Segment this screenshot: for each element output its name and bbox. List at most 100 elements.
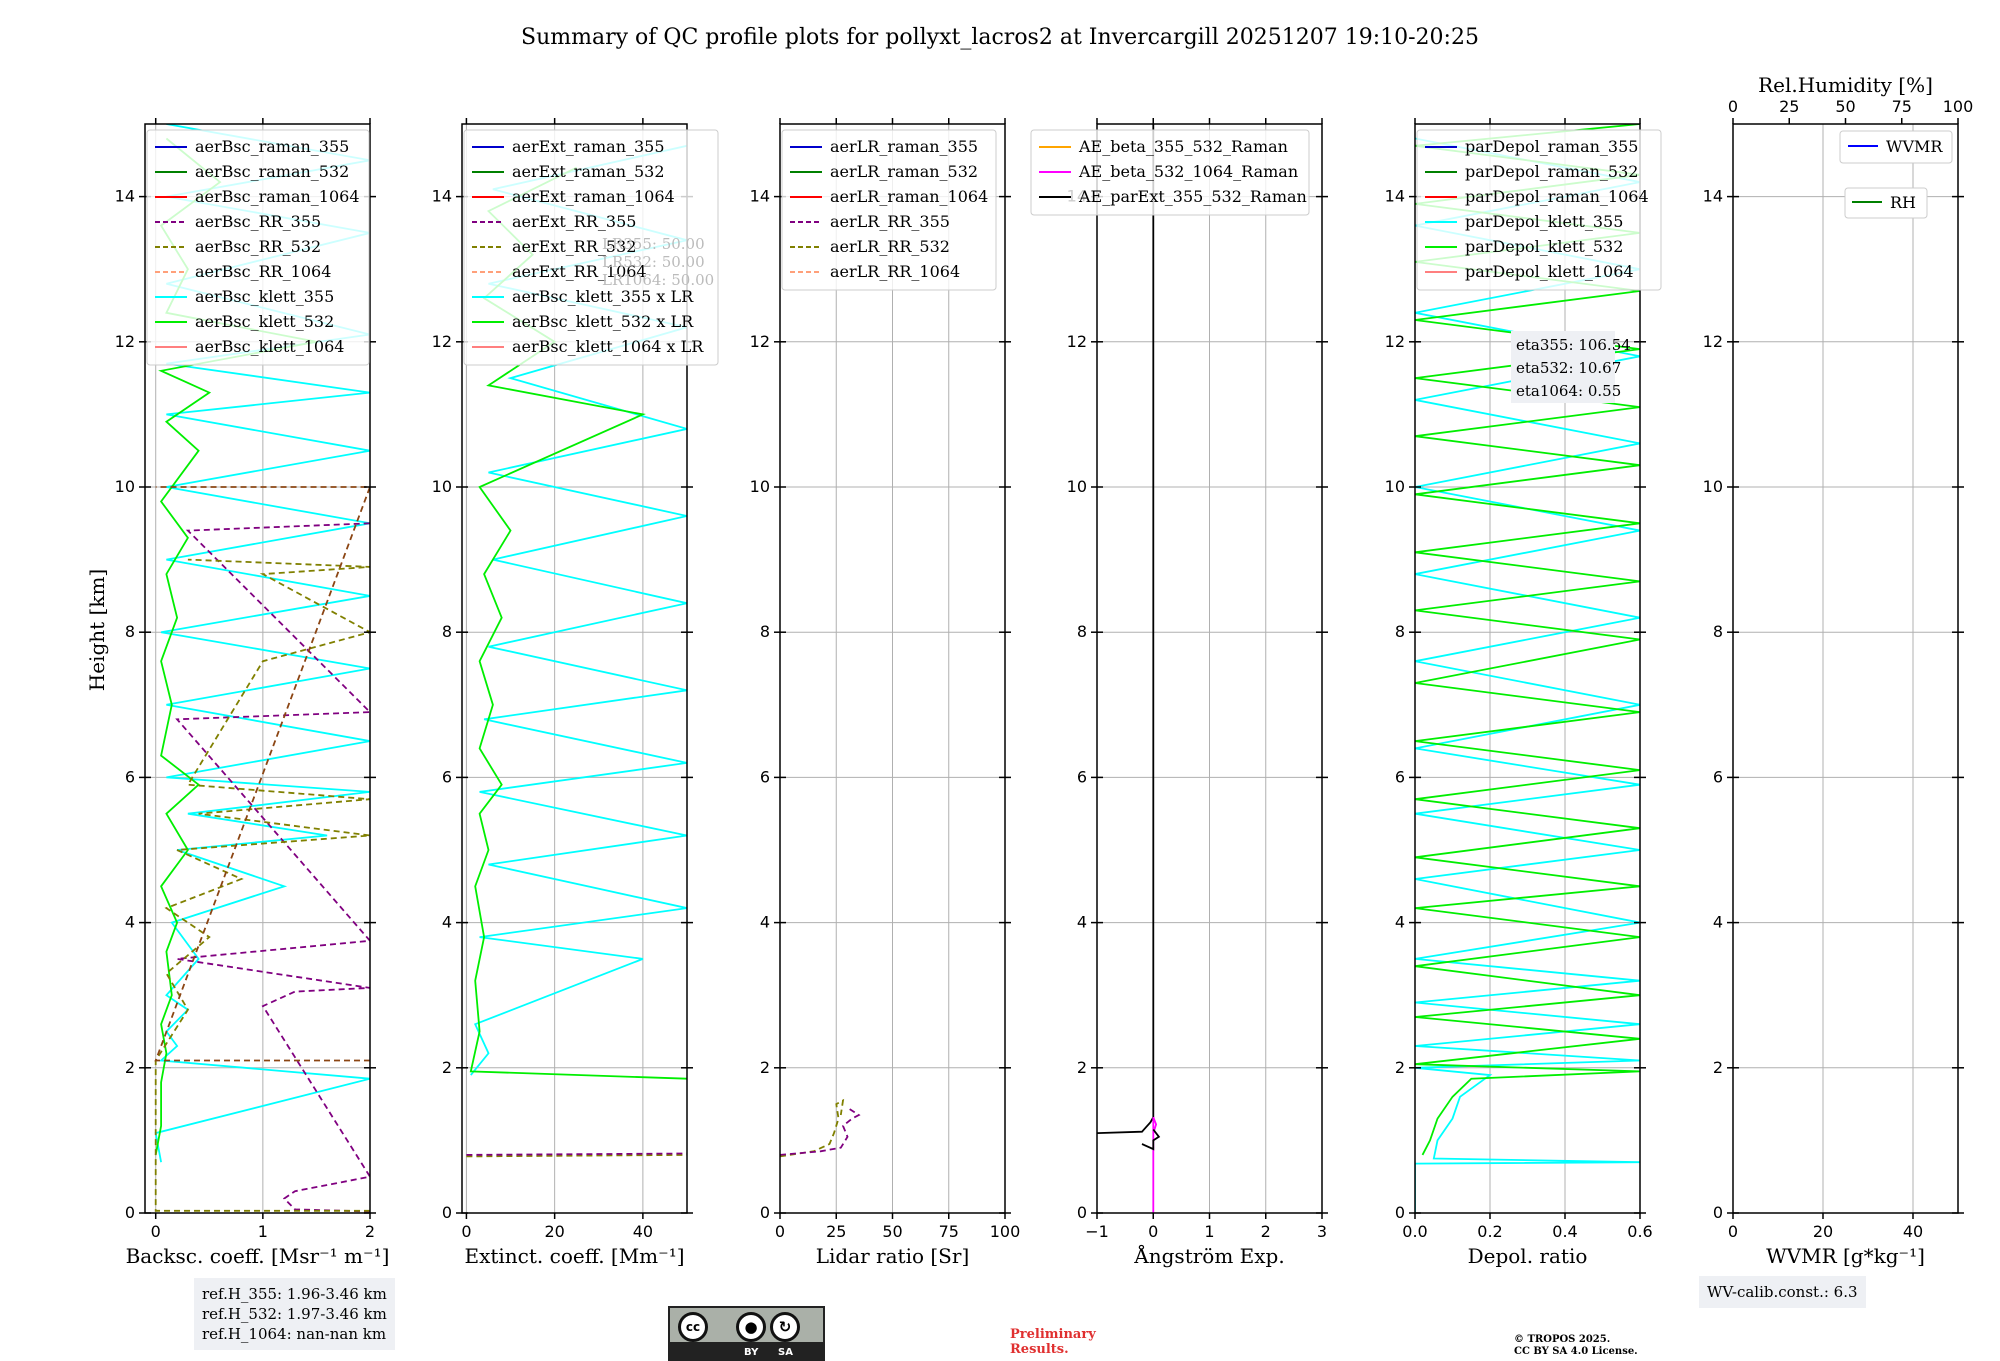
y-tick-label: 8 (760, 622, 770, 641)
x-tick-label: 25 (826, 1222, 846, 1241)
series-aerLR_RR_355 (780, 1106, 861, 1156)
legend-box (1839, 130, 1953, 164)
legend-label: aerLR_raman_1064 (830, 187, 988, 206)
x-tick-label: 0.4 (1552, 1222, 1577, 1241)
legend-label: aerLR_RR_1064 (830, 262, 960, 281)
legend-label: RH (1890, 193, 1916, 212)
y-tick-label: 0 (1395, 1203, 1405, 1222)
y-tick-label: 0 (1077, 1203, 1087, 1222)
x-tick-label: 20 (1813, 1222, 1833, 1241)
lr-annotation: LR355: 50.00 (602, 235, 705, 253)
ref-height-355: ref.H_355: 1.96-3.46 km (202, 1285, 387, 1303)
y-tick-label: 2 (125, 1058, 135, 1077)
y-tick-label: 4 (1713, 913, 1723, 932)
y-axis-label: Height [km] (85, 569, 109, 691)
legend-box (146, 129, 370, 366)
legend-label: parDepol_raman_1064 (1465, 187, 1649, 206)
x-axis-label: Backsc. coeff. [Msr⁻¹ m⁻¹] (126, 1244, 390, 1268)
cc-license-badge[interactable]: cc ● ↻ BY SA (668, 1306, 825, 1361)
x-tick-label: −1 (1085, 1222, 1109, 1241)
y-tick-label: 8 (1713, 622, 1723, 641)
legend-label: aerExt_raman_532 (512, 162, 665, 181)
legend-label: aerExt_raman_1064 (512, 187, 675, 206)
series-AE_beta_532_1064_Raman (1152, 1116, 1158, 1213)
y-tick-label: 4 (125, 913, 135, 932)
y-tick-label: 6 (1395, 767, 1405, 786)
legend-label: aerBsc_raman_532 (195, 162, 349, 181)
y-tick-label: 6 (125, 767, 135, 786)
series-aerExt_RR_532 (466, 1154, 687, 1158)
y-tick-label: 2 (1395, 1058, 1405, 1077)
y-tick-label: 2 (1077, 1058, 1087, 1077)
legend-label: aerBsc_klett_532 (195, 312, 334, 331)
ref-heights-box: ref.H_355: 1.96-3.46 km ref.H_532: 1.97-… (194, 1278, 395, 1350)
legend-label: parDepol_klett_1064 (1465, 262, 1634, 281)
legend-label: aerLR_raman_532 (830, 162, 978, 181)
legend-label: aerBsc_RR_532 (195, 237, 321, 256)
preliminary-note: Preliminary Results. (1010, 1327, 1096, 1357)
legend-label: aerBsc_RR_355 (195, 212, 321, 231)
panel-wv: 0 25 50 75 100 Rel.Humidity [%] 0 2 4 6 8 10 12 14 0 20… (1703, 73, 1974, 1268)
legend-label: aerBsc_klett_355 (195, 287, 334, 306)
x-tick-label: 0.6 (1627, 1222, 1652, 1241)
y-tick-label: 14 (432, 187, 452, 206)
top-tick-label: 50 (1835, 97, 1855, 116)
legend-label: aerExt_raman_355 (512, 137, 665, 156)
x-tick-label: 40 (633, 1222, 653, 1241)
legend-box (781, 129, 997, 291)
y-tick-label: 6 (442, 767, 452, 786)
copyright-note: © TROPOS 2025. CC BY SA 4.0 License. (1514, 1334, 1638, 1357)
y-tick-label: 10 (1067, 477, 1087, 496)
x-tick-label: 20 (544, 1222, 564, 1241)
y-tick-label: 12 (432, 332, 452, 351)
y-tick-label: 10 (750, 477, 770, 496)
legend: WVMR RH (1839, 130, 1953, 219)
legend-box-rh (1844, 187, 1928, 219)
legend-label: aerBsc_klett_1064 x LR (512, 337, 704, 356)
legend-label: AE_beta_355_532_Raman (1078, 137, 1288, 156)
lr-annotation: LR532: 50.00 (602, 253, 705, 271)
panel-ext: 0 2 4 6 8 10 12 14 0 20 40 Extinct. coeff. [Mm⁻¹] ae… (432, 118, 719, 1268)
legend-label: parDepol_raman_532 (1465, 162, 1638, 181)
y-tick-label: 10 (1385, 477, 1405, 496)
series-parDepol_klett_355 (1415, 137, 1640, 1213)
sa-label: SA (778, 1347, 793, 1358)
lr-annotation: LR1064: 50.00 (602, 271, 714, 289)
by-icon: ● (736, 1312, 766, 1342)
x-axis-label: Lidar ratio [Sr] (816, 1244, 970, 1268)
y-tick-label: 10 (1703, 477, 1723, 496)
legend-label: aerLR_RR_532 (830, 237, 950, 256)
y-tick-label: 14 (115, 187, 135, 206)
y-tick-label: 2 (442, 1058, 452, 1077)
y-tick-label: 14 (1703, 187, 1723, 206)
legend-box (1030, 129, 1310, 216)
legend-box (463, 129, 719, 366)
y-tick-label: 8 (125, 622, 135, 641)
y-tick-label: 8 (442, 622, 452, 641)
legend-label: aerExt_RR_1064 (512, 262, 647, 281)
y-tick-label: 6 (1077, 767, 1087, 786)
y-tick-label: 4 (760, 913, 770, 932)
y-tick-label: 12 (750, 332, 770, 351)
series-aerLR_RR_532 (780, 1098, 845, 1158)
x-tick-label: 3 (1317, 1222, 1327, 1241)
panel-depol: 0 2 4 6 8 10 12 14 0.0 0.2 0.4 0.6 Depol. ratio parDe… (1385, 118, 1662, 1268)
legend-label: AE_beta_532_1064_Raman (1078, 162, 1298, 181)
series-group (1415, 124, 1640, 1213)
legend: AE_beta_355_532_Raman AE_beta_532_1064_Ra… (1030, 129, 1310, 216)
ref-height-1064: ref.H_1064: nan-nan km (202, 1325, 387, 1343)
x-tick-label: 75 (939, 1222, 959, 1241)
legend-label: aerBsc_klett_1064 (195, 337, 344, 356)
x-tick-label: 0.0 (1402, 1222, 1427, 1241)
legend-label: WVMR (1886, 137, 1943, 156)
panel-frame (144, 123, 371, 1214)
legend-label: parDepol_klett_532 (1465, 237, 1623, 256)
x-tick-label: 0 (1148, 1222, 1158, 1241)
y-tick-label: 4 (442, 913, 452, 932)
x-tick-label: 1 (1204, 1222, 1214, 1241)
legend-label: AE_parExt_355_532_Raman (1078, 187, 1307, 206)
y-tick-label: 2 (1713, 1058, 1723, 1077)
x-axis-label: Ångström Exp. (1133, 1243, 1284, 1268)
